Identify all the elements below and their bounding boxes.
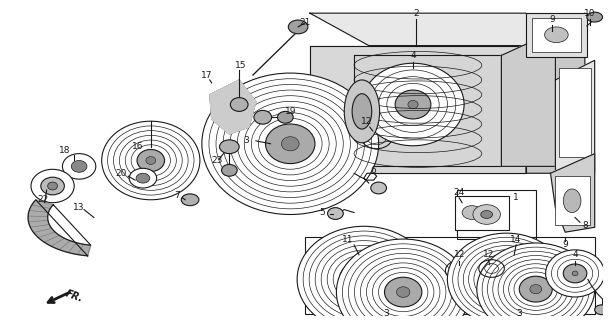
Polygon shape [354,55,502,166]
Ellipse shape [63,154,96,179]
Ellipse shape [136,173,150,183]
Polygon shape [526,13,585,173]
Ellipse shape [563,264,587,283]
Bar [556,176,590,225]
Ellipse shape [490,266,523,292]
Text: 6: 6 [371,166,376,175]
Ellipse shape [47,182,58,190]
Text: 16: 16 [133,142,143,151]
Text: 2: 2 [413,9,419,18]
Text: 22: 22 [37,195,49,204]
Text: 9: 9 [562,240,568,250]
Polygon shape [210,80,256,134]
Text: 3: 3 [384,309,389,318]
Text: 3: 3 [243,136,249,145]
Text: FR.: FR. [64,288,85,304]
Ellipse shape [545,27,568,43]
Ellipse shape [102,121,200,200]
Ellipse shape [266,124,315,164]
Ellipse shape [572,271,578,276]
Ellipse shape [344,80,379,143]
Ellipse shape [447,233,565,320]
Ellipse shape [137,149,165,172]
Ellipse shape [462,206,482,220]
Bar [532,18,581,52]
Ellipse shape [336,239,470,320]
Text: 12: 12 [483,250,494,259]
Text: 5: 5 [319,208,325,217]
Ellipse shape [129,168,157,188]
Text: 21: 21 [299,19,311,28]
Ellipse shape [563,189,581,212]
Ellipse shape [277,111,293,123]
Text: 9: 9 [550,15,555,24]
Ellipse shape [202,73,379,214]
Bar [526,13,587,57]
Text: 17: 17 [201,70,213,80]
Bar [457,190,536,239]
Polygon shape [502,31,556,166]
Ellipse shape [473,205,500,224]
Text: 14: 14 [511,235,522,244]
Bar [455,196,510,230]
Ellipse shape [352,94,371,129]
Text: 15: 15 [235,61,247,70]
Polygon shape [310,13,585,45]
Text: 19: 19 [285,107,296,116]
Ellipse shape [587,12,603,22]
Bar [305,237,595,314]
Ellipse shape [358,274,371,284]
Text: 7: 7 [174,191,180,200]
Ellipse shape [345,264,382,294]
Ellipse shape [408,100,418,108]
Text: 4: 4 [572,250,578,259]
Ellipse shape [254,110,272,124]
Ellipse shape [288,20,308,34]
Text: 1: 1 [513,193,519,202]
Text: 20: 20 [116,169,127,178]
Text: 10: 10 [584,9,595,18]
Ellipse shape [519,276,552,302]
Ellipse shape [384,277,422,307]
Text: 4: 4 [410,51,416,60]
Ellipse shape [481,211,492,219]
Ellipse shape [396,287,410,297]
Ellipse shape [395,90,431,119]
Text: 12: 12 [361,117,373,126]
Text: 8: 8 [582,221,588,230]
Ellipse shape [146,156,156,164]
Ellipse shape [362,63,464,146]
Ellipse shape [181,194,199,206]
Ellipse shape [530,284,542,294]
Ellipse shape [31,169,74,203]
Ellipse shape [545,250,604,297]
Ellipse shape [230,98,248,111]
Ellipse shape [71,161,87,172]
Ellipse shape [282,137,299,151]
Ellipse shape [297,226,430,320]
Ellipse shape [221,164,237,176]
Ellipse shape [328,208,344,220]
Bar [559,68,591,156]
Polygon shape [550,154,595,232]
Ellipse shape [500,275,512,284]
Ellipse shape [371,182,387,194]
Polygon shape [556,60,595,173]
Text: 24: 24 [454,188,465,197]
Ellipse shape [219,140,239,154]
Ellipse shape [41,177,64,195]
Text: 3: 3 [516,309,522,318]
Polygon shape [310,45,526,173]
Polygon shape [28,200,91,256]
Text: 23: 23 [211,156,223,165]
Text: 13: 13 [74,203,85,212]
Text: 11: 11 [342,235,353,244]
Text: 12: 12 [454,250,465,259]
Text: 18: 18 [58,146,70,155]
Ellipse shape [595,305,608,315]
Ellipse shape [477,243,595,320]
